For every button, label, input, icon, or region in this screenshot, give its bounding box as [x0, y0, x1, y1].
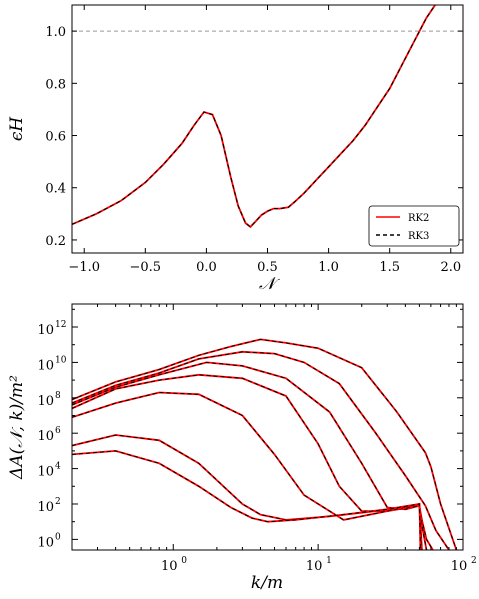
spectrum-curve-rk2-7 [72, 449, 422, 550]
series-line-rk2 [72, 5, 437, 229]
top-x-tick-label: 1.0 [318, 260, 339, 275]
top-y-tick-label: 0.6 [45, 130, 66, 145]
epsilon-h-chart: −1.0 −0.5 0.0 0.5 1.0 1.5 2.0 0.20.40.60.81.0 … [7, 4, 464, 294]
bottom-y-tick-exponent: 8 [55, 391, 61, 401]
bottom-plot-frame [71, 303, 464, 551]
spectrum-curve-rk3-7 [72, 450, 421, 550]
series-line-rk3 [72, 5, 436, 228]
legend: RK2 RK3 [368, 205, 460, 247]
top-x-tick-label: 2.0 [440, 260, 461, 275]
bottom-y-tick-label: 10 [37, 429, 54, 444]
bottom-y-tick-exponent: 0 [55, 532, 61, 542]
top-x-tick-label: 1.5 [379, 260, 400, 275]
top-x-tick-label: −0.5 [130, 260, 162, 275]
bottom-y-tick-label: 10 [37, 394, 54, 409]
legend-label-rk3: RK3 [408, 231, 429, 242]
spectrum-curve-rk3-5 [72, 391, 423, 550]
top-y-axis-label: ϵH [7, 116, 27, 142]
spectrum-curve-rk3-1 [72, 338, 457, 550]
top-x-axis-label: 𝒩 [259, 274, 281, 294]
spectrum-curve-rk2-6 [72, 434, 423, 550]
bottom-x-tick-label: 10 [451, 559, 468, 574]
top-y-tick-label: 0.8 [45, 77, 66, 92]
bottom-y-tick-label: 10 [37, 358, 54, 373]
top-x-tick-label: 0.0 [196, 260, 217, 275]
spectrum-curve-rk3-4 [72, 374, 427, 550]
top-x-tick-label: −1.0 [68, 260, 100, 275]
bottom-y-tick-exponent: 4 [55, 462, 61, 472]
bottom-y-tick-label: 10 [37, 500, 54, 515]
top-y-tick-label: 0.2 [45, 234, 66, 249]
bottom-x-tick-label: 10 [306, 559, 323, 574]
legend-label-rk2: RK2 [408, 213, 429, 224]
bottom-y-tick-exponent: 6 [55, 426, 61, 436]
bottom-y-tick-label: 10 [37, 535, 54, 550]
bottom-x-tick-exponent: 2 [471, 556, 477, 566]
spectrum-curve-rk2-5 [72, 391, 423, 550]
spectrum-curve-rk3-6 [72, 434, 422, 550]
top-y-tick-label: 0.4 [45, 182, 66, 197]
spectrum-curve-rk3-3 [72, 361, 434, 550]
bottom-y-tick-exponent: 12 [55, 320, 66, 330]
bottom-x-tick-exponent: 1 [326, 556, 332, 566]
bottom-x-tick-label: 10 [161, 559, 178, 574]
bottom-y-tick-exponent: 10 [55, 355, 67, 365]
bottom-y-tick-exponent: 2 [55, 497, 61, 507]
legend-box [368, 205, 460, 247]
bottom-y-tick-label: 10 [37, 323, 54, 338]
spectrum-curve-rk3-2 [72, 351, 450, 550]
bottom-x-axis-label: k/m [251, 573, 283, 593]
bottom-y-axis-label: ΔA(𝒩, k)/m² [7, 375, 27, 480]
top-y-tick-label: 1.0 [45, 25, 66, 40]
bottom-x-tick-exponent: 0 [181, 556, 187, 566]
top-x-tick-label: 0.5 [257, 260, 278, 275]
bottom-y-tick-label: 10 [37, 465, 54, 480]
spectrum-curve-rk2-1 [72, 338, 458, 550]
